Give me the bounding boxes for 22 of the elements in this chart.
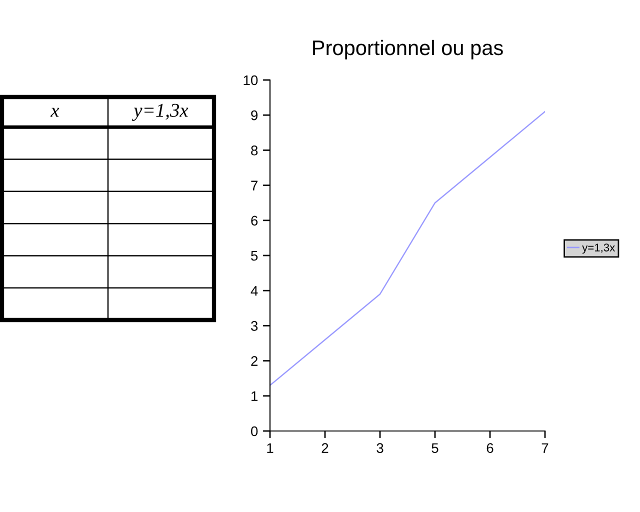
y-tick-label: 0 — [251, 426, 258, 436]
y-tick-label: 3 — [251, 321, 258, 331]
y-tick-label: 6 — [251, 216, 258, 226]
legend-label: y=1,3x — [582, 244, 616, 254]
x-tick-label: 1 — [267, 443, 274, 453]
y-tick-label: 10 — [244, 75, 258, 86]
line-series — [270, 110, 545, 386]
y-tick-label: 7 — [251, 180, 258, 190]
y-tick-label: 5 — [251, 250, 258, 261]
category-label: x — [50, 108, 60, 117]
x-tick-label: 6 — [486, 443, 494, 454]
chart-title: Proportionnel ou pas — [313, 40, 503, 60]
y-tick-label: 4 — [250, 286, 258, 296]
x-tick-label: 2 — [322, 443, 328, 453]
y-tick-label: 1 — [252, 391, 258, 401]
y-tick-label: 9 — [251, 110, 258, 120]
x-tick-label: 3 — [376, 443, 384, 454]
y-tick-label: 2 — [251, 356, 258, 366]
x-tick-label: 5 — [432, 443, 438, 454]
category-label: y=1,3x — [132, 104, 188, 121]
y-tick-label: 8 — [251, 146, 258, 156]
x-tick-label: 7 — [542, 443, 548, 453]
